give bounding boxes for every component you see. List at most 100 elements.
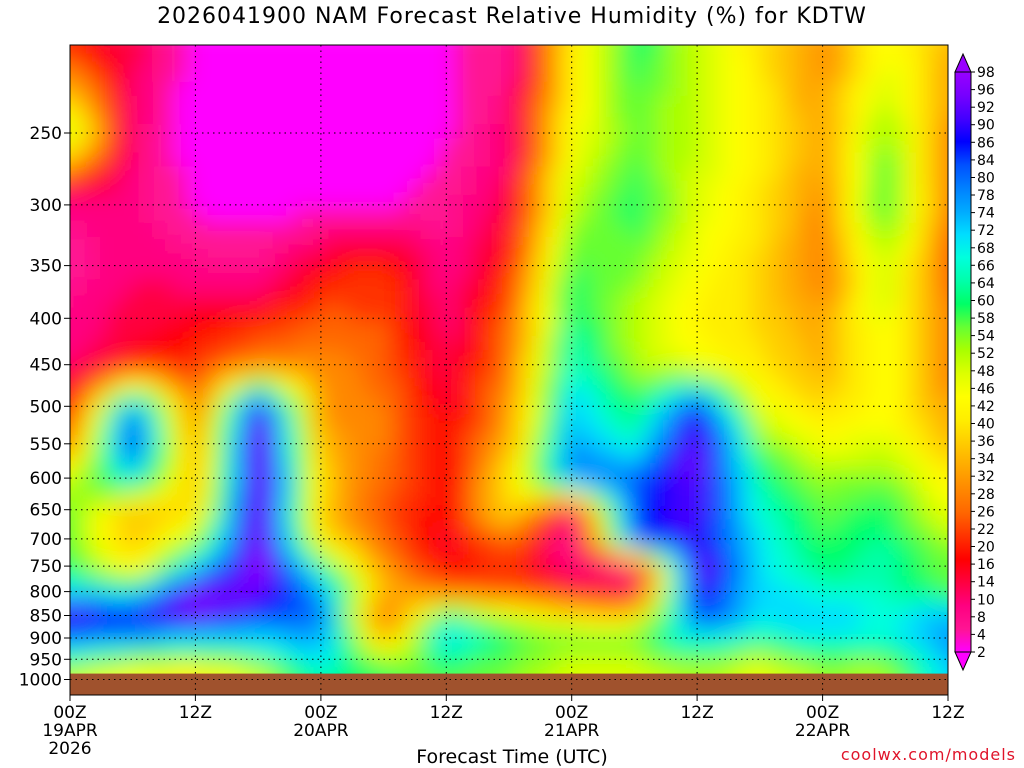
- rh-cell: [818, 604, 833, 620]
- rh-cell: [804, 533, 820, 549]
- rh-cell: [173, 618, 188, 634]
- rh-cell: [146, 448, 161, 464]
- rh-cell: [670, 392, 685, 408]
- rh-cell: [482, 53, 497, 69]
- rh-cell: [39, 167, 53, 182]
- rh-cell: [535, 392, 551, 408]
- rh-cell: [79, 138, 94, 154]
- rh-cell: [898, 406, 914, 422]
- rh-cell: [347, 533, 363, 549]
- rh-cell: [294, 604, 309, 620]
- rh-cell: [414, 321, 430, 337]
- rh-cell: [831, 618, 846, 634]
- rh-cell: [347, 45, 363, 55]
- rh-cell: [79, 25, 93, 40]
- rh-cell: [710, 660, 725, 676]
- rh-cell: [791, 222, 806, 238]
- rh-cell: [226, 152, 242, 168]
- rh-cell: [428, 505, 443, 521]
- rh-cell: [912, 53, 927, 69]
- rh-cell: [159, 152, 174, 168]
- rh-cell: [831, 81, 846, 97]
- rh-cell: [818, 561, 833, 577]
- rh-cell: [871, 575, 887, 591]
- rh-cell: [468, 237, 484, 253]
- rh-cell: [831, 265, 846, 281]
- rh-cell: [119, 462, 134, 478]
- rh-cell: [724, 110, 739, 126]
- rh-cell: [509, 420, 524, 436]
- rh-cell: [119, 110, 134, 126]
- rh-cell: [750, 660, 766, 676]
- rh-cell: [656, 222, 672, 238]
- rh-cell: [361, 166, 376, 182]
- rh-cell: [939, 166, 948, 182]
- rh-cell: [199, 350, 215, 366]
- rh-cell: [858, 660, 873, 676]
- rh-cell: [441, 335, 457, 351]
- rh-cell: [320, 575, 336, 591]
- rh-cell: [871, 590, 887, 606]
- rh-cell: [173, 138, 188, 154]
- rh-cell: [724, 505, 739, 521]
- rh-cell: [549, 505, 564, 521]
- rh-cell: [361, 222, 376, 238]
- rh-cell: [92, 378, 107, 394]
- rh-cell: [818, 67, 833, 83]
- rh-cell: [697, 364, 712, 380]
- rh-cell: [415, 25, 429, 40]
- rh-cell: [186, 604, 201, 620]
- rh-cell: [361, 251, 376, 267]
- rh-cell: [845, 632, 860, 648]
- rh-cell: [495, 166, 510, 182]
- rh-cell: [66, 25, 80, 40]
- rh-cell: [347, 138, 363, 154]
- rh-cell: [240, 632, 255, 648]
- rh-cell: [294, 222, 309, 238]
- rh-cell: [186, 477, 201, 493]
- rh-cell: [939, 25, 953, 40]
- rh-cell: [374, 533, 389, 549]
- rh-cell: [522, 208, 537, 224]
- rh-cell: [70, 378, 80, 394]
- rh-cell: [79, 350, 94, 366]
- rh-cell: [885, 194, 900, 210]
- rh-cell: [898, 660, 914, 676]
- rh-cell: [388, 491, 403, 507]
- rh-cell: [213, 575, 228, 591]
- rh-cell: [79, 618, 94, 634]
- rh-cell: [764, 293, 779, 309]
- rh-cell: [845, 293, 860, 309]
- rh-cell: [428, 81, 443, 97]
- rh-cell: [697, 53, 712, 69]
- rh-cell: [428, 448, 443, 464]
- rh-cell: [186, 95, 201, 111]
- rh-cell: [441, 321, 457, 337]
- rh-cell: [939, 53, 948, 69]
- rh-cell: [173, 194, 188, 210]
- rh-cell: [750, 364, 766, 380]
- rh-cell: [388, 505, 403, 521]
- rh-cell: [509, 138, 524, 154]
- rh-cell: [818, 350, 833, 366]
- rh-cell: [643, 618, 658, 634]
- rh-cell: [441, 406, 457, 422]
- rh-cell: [441, 392, 457, 408]
- rh-cell: [804, 265, 820, 281]
- rh-cell: [831, 491, 846, 507]
- rh-cell: [724, 251, 739, 267]
- rh-cell: [199, 561, 215, 577]
- rh-cell: [334, 505, 349, 521]
- rh-cell: [119, 350, 134, 366]
- rh-cell: [683, 166, 699, 182]
- rh-cell: [361, 420, 376, 436]
- rh-cell: [791, 293, 806, 309]
- rh-cell: [683, 237, 699, 253]
- rh-cell: [240, 237, 255, 253]
- rh-cell: [334, 547, 349, 563]
- rh-cell: [562, 392, 578, 408]
- rh-cell: [70, 547, 80, 563]
- rh-cell: [898, 590, 914, 606]
- rh-cell: [912, 335, 927, 351]
- rh-cell: [361, 434, 376, 450]
